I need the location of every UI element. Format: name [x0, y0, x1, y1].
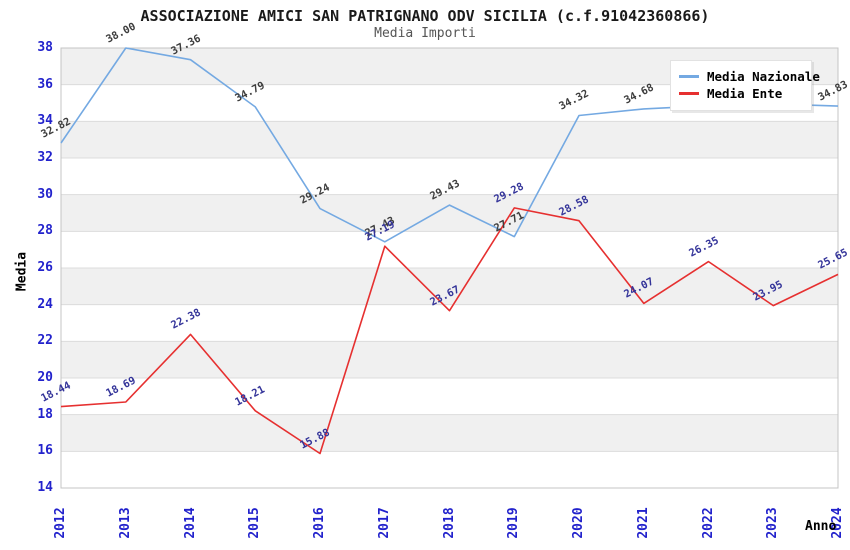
x-tick-label-2013: 2013 [117, 507, 133, 539]
legend-label: Media Ente [707, 86, 783, 101]
plot-band [61, 414, 838, 452]
x-tick-label-2020: 2020 [571, 507, 586, 539]
y-tick-label: 36 [37, 76, 53, 92]
plot-border [60, 47, 839, 489]
y-tick-label: 34 [37, 113, 53, 129]
y-tick-label: 32 [37, 150, 53, 165]
y-tick-label: 16 [37, 443, 53, 459]
y-tick-label: 38 [37, 40, 53, 55]
x-tick-label-2019: 2019 [506, 507, 522, 539]
x-tick-label-2015: 2015 [247, 507, 263, 539]
y-tick-label: 24 [37, 296, 53, 312]
media-nazionale-line-swatch-icon [679, 75, 699, 78]
x-tick-label-2012: 2012 [53, 507, 68, 539]
x-tick-label-2023: 2023 [765, 507, 781, 539]
x-tick-label-2016: 2016 [312, 507, 327, 539]
media-ente-line-swatch-icon [679, 92, 699, 95]
plot-band [61, 341, 838, 378]
y-axis-title: Media [14, 251, 30, 292]
legend-item-media-nazionale[interactable]: Media Nazionale [679, 69, 820, 84]
y-tick-label: 20 [37, 370, 53, 385]
plot-band [61, 268, 838, 305]
y-tick-label: 18 [37, 406, 53, 422]
chart-title: ASSOCIAZIONE AMICI SAN PATRIGNANO ODV SI… [140, 7, 710, 25]
legend-label: Media Nazionale [707, 69, 820, 84]
x-axis-title: Anno [805, 519, 837, 534]
y-tick-label: 14 [37, 480, 53, 495]
series-line-media-ente [60, 207, 839, 455]
y-tick-label: 22 [37, 333, 53, 349]
x-tick-label-2021: 2021 [635, 507, 651, 539]
x-tick-label-2018: 2018 [441, 507, 457, 539]
legend: Media Nazionale Media Ente [670, 60, 820, 111]
legend-item-media-ente[interactable]: Media Ente [679, 86, 803, 101]
chart-subtitle: Media Importi [374, 26, 476, 41]
plot-band [61, 121, 838, 158]
x-tick-label-2014: 2014 [182, 507, 198, 539]
y-tick-label: 28 [37, 223, 53, 239]
x-tick-label-2017: 2017 [376, 507, 392, 539]
plot-band [61, 194, 838, 232]
y-tick-label: 26 [37, 260, 53, 275]
y-tick-label: 30 [37, 186, 53, 202]
x-tick-label-2022: 2022 [700, 507, 716, 539]
